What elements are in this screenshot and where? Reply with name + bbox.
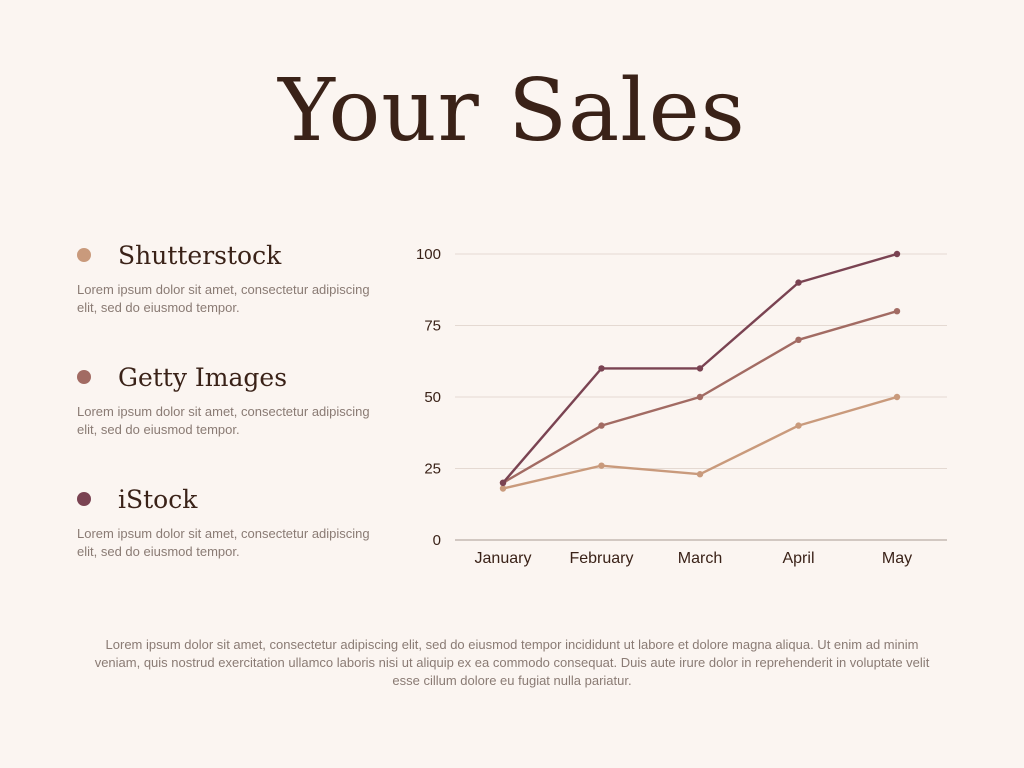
y-tick-label: 0	[433, 532, 441, 549]
data-point	[696, 393, 704, 401]
y-tick-label: 25	[424, 461, 441, 478]
x-tick-label: January	[475, 550, 532, 567]
y-tick-label: 75	[424, 318, 441, 335]
legend-description: Lorem ipsum dolor sit amet, consectetur …	[77, 404, 370, 437]
legend-item-shutterstock: Shutterstock Lorem ipsum dolor sit amet,…	[77, 238, 377, 317]
data-point	[795, 279, 802, 286]
data-point	[598, 422, 605, 429]
data-point	[893, 308, 901, 315]
footer-text: Lorem ipsum dolor sit amet, consectetur …	[94, 637, 930, 688]
legend-dot-istock	[77, 492, 91, 506]
y-tick-label: 50	[424, 389, 441, 406]
data-point	[893, 393, 901, 401]
legend-item-istock: iStock Lorem ipsum dolor sit amet, conse…	[77, 482, 377, 561]
data-point	[499, 479, 507, 486]
data-point	[893, 250, 901, 258]
legend-name: Getty Images	[118, 362, 288, 392]
data-point	[499, 485, 507, 492]
sales-line-chart: 0 25 50 75 100 January February March April May	[416, 246, 947, 567]
x-tick-label: March	[678, 550, 722, 567]
legend-dot-shutterstock	[77, 248, 91, 262]
data-point	[598, 365, 605, 372]
legend-description: Lorem ipsum dolor sit amet, consectetur …	[77, 526, 370, 559]
legend-name: iStock	[118, 484, 198, 514]
x-tick-label: April	[782, 550, 814, 567]
data-point	[696, 471, 704, 478]
x-tick-label: February	[569, 550, 633, 567]
data-point	[598, 462, 605, 469]
data-point	[795, 336, 802, 343]
page-title: Your Sales	[278, 61, 746, 161]
legend-description: Lorem ipsum dolor sit amet, consectetur …	[77, 282, 370, 315]
data-point	[696, 365, 704, 372]
legend-name: Shutterstock	[118, 240, 282, 270]
legend-dot-getty-images	[77, 370, 91, 384]
y-tick-label: 100	[416, 246, 441, 263]
x-tick-label: May	[882, 550, 912, 567]
data-point	[795, 422, 802, 429]
legend-item-getty-images: Getty Images Lorem ipsum dolor sit amet,…	[77, 360, 377, 439]
